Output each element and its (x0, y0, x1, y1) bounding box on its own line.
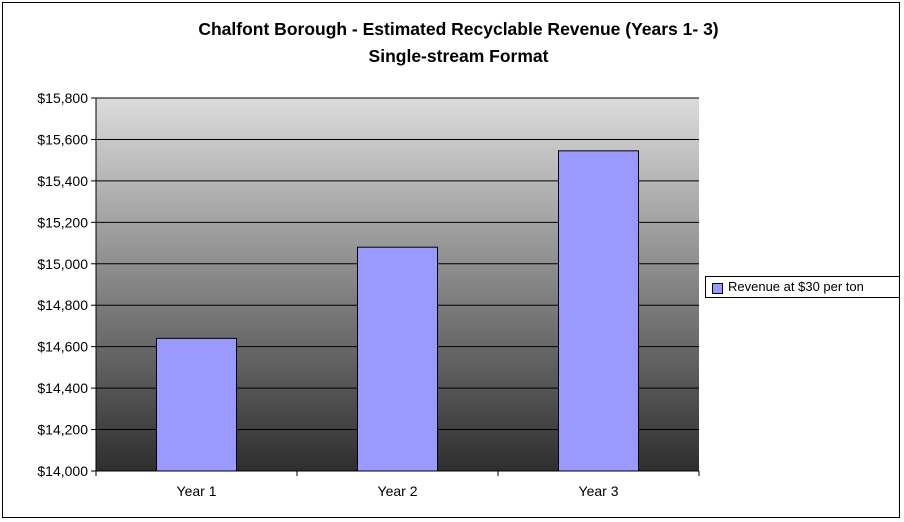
bar (357, 246, 438, 472)
y-tick-label: $14,800 (37, 297, 88, 313)
y-tick-label: $15,000 (37, 256, 88, 272)
x-tick-labels: Year 1 Year 2 Year 3 (95, 471, 700, 499)
chart-title-block: Chalfont Borough - Estimated Recyclable … (0, 16, 904, 70)
legend-swatch (712, 283, 723, 294)
legend-label: Revenue at $30 per ton (728, 279, 864, 294)
y-tick-label: $15,600 (37, 131, 88, 147)
chart-title: Chalfont Borough - Estimated Recyclable … (198, 19, 719, 39)
y-tick-labels: $14,000 $14,200 $14,400 $14,600 $14,800 $15,0… (37, 90, 96, 479)
bar (156, 337, 237, 472)
y-tick-label: $15,200 (37, 214, 88, 230)
x-tick-label: Year 1 (177, 483, 217, 499)
chart-subtitle: Single-stream Format (368, 46, 549, 66)
y-tick-label: $14,200 (37, 422, 88, 438)
y-tick-label: $15,400 (37, 173, 88, 189)
bar (558, 150, 639, 472)
legend: Revenue at $30 per ton (705, 276, 900, 298)
y-tick-label: $14,000 (37, 463, 88, 479)
y-tick-label: $15,800 (37, 90, 88, 106)
x-tick-label: Year 3 (579, 483, 619, 499)
y-tick-label: $14,600 (37, 339, 88, 355)
bars (156, 150, 639, 472)
y-tick-label: $14,400 (37, 380, 88, 396)
x-tick-label: Year 2 (378, 483, 418, 499)
